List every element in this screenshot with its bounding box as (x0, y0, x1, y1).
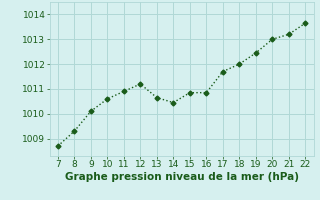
X-axis label: Graphe pression niveau de la mer (hPa): Graphe pression niveau de la mer (hPa) (65, 172, 299, 182)
